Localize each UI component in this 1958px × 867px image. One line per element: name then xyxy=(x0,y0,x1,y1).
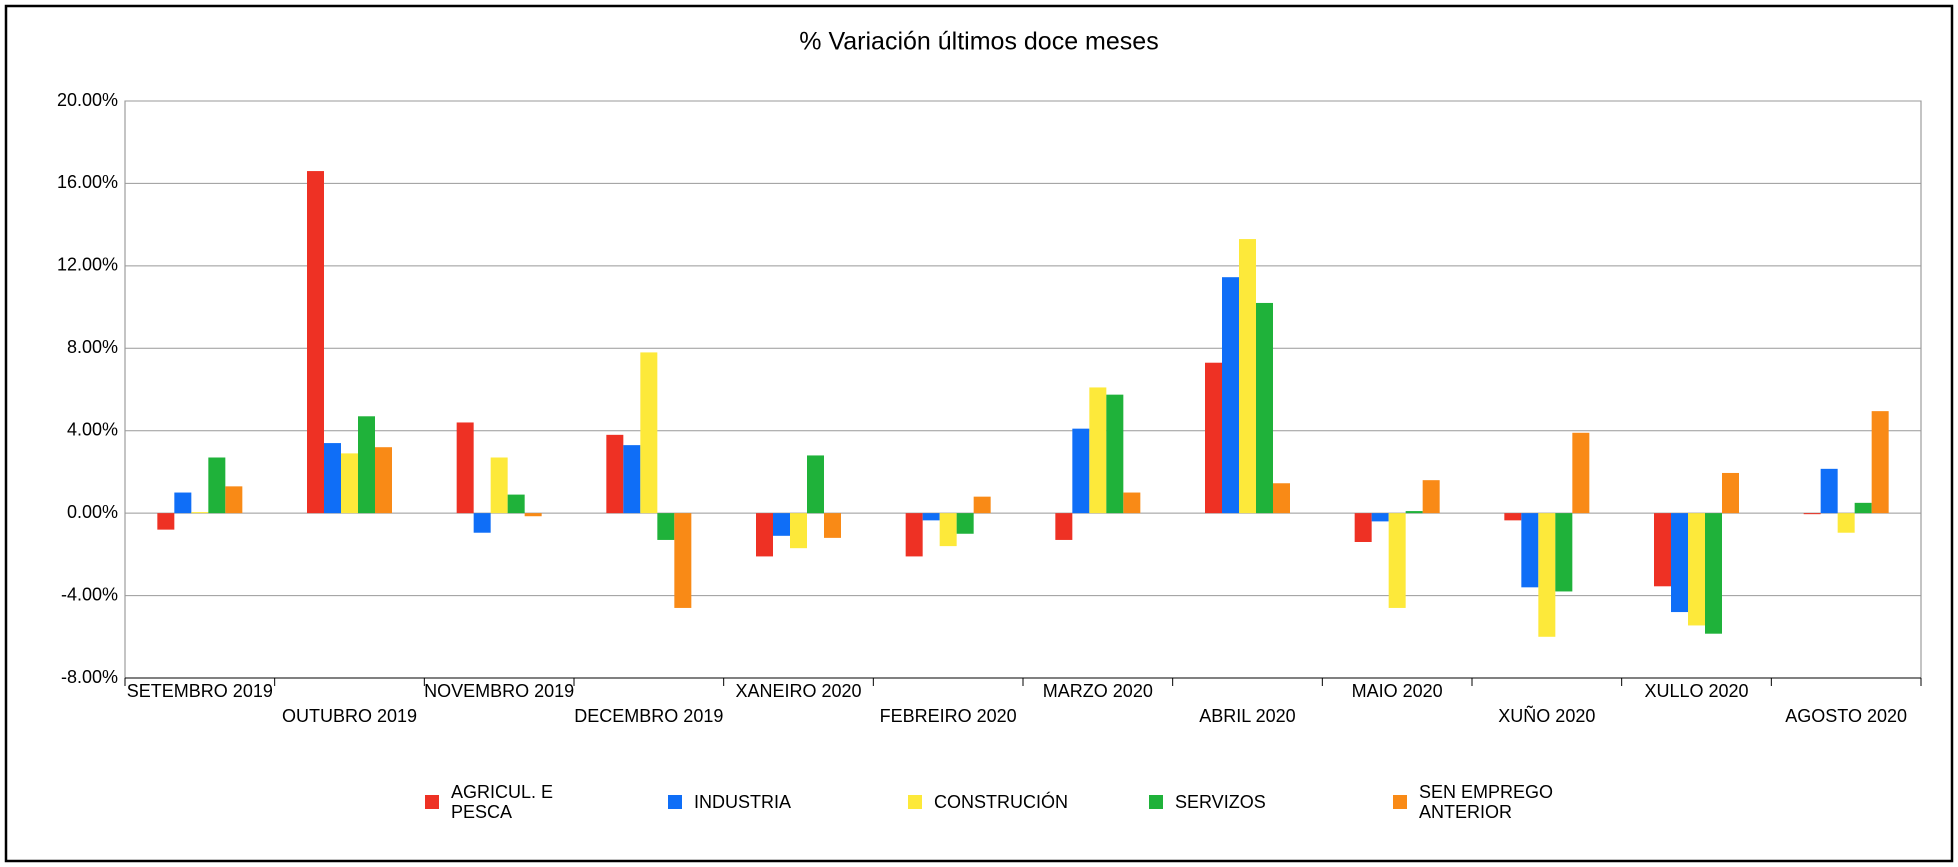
legend-item: CONSTRUCIÓN xyxy=(908,781,1094,823)
bar xyxy=(1705,513,1722,634)
bar xyxy=(1722,472,1739,514)
y-tick-label: -8.00% xyxy=(61,667,118,687)
bar xyxy=(1205,362,1222,514)
x-tick-label: OUTUBRO 2019 xyxy=(282,706,417,726)
bar xyxy=(1688,513,1705,626)
bar xyxy=(956,513,974,534)
y-tick-label: 8.00% xyxy=(67,337,118,357)
y-tick-label: -4.00% xyxy=(61,584,118,604)
y-tick-label: 4.00% xyxy=(67,419,118,439)
bar xyxy=(1854,502,1872,514)
chart-border xyxy=(4,4,1954,863)
legend-item: SEN EMPREGO ANTERIOR xyxy=(1393,781,1579,823)
bar xyxy=(1405,511,1423,514)
bar xyxy=(1089,387,1107,514)
bar xyxy=(341,453,358,514)
bar xyxy=(640,352,658,514)
legend-item: SERVIZOS xyxy=(1149,781,1335,823)
bar xyxy=(1871,411,1889,514)
x-tick-label: XULLO 2020 xyxy=(1644,681,1748,701)
x-tick-label: MAIO 2020 xyxy=(1352,681,1443,701)
bar xyxy=(1837,513,1855,533)
legend-swatch xyxy=(1393,795,1407,809)
bar xyxy=(473,513,491,533)
bar xyxy=(157,513,175,530)
legend-swatch xyxy=(1149,795,1163,809)
bar xyxy=(773,513,790,536)
legend-item: INDUSTRIA xyxy=(668,781,854,823)
x-tick-label: SETEMBRO 2019 xyxy=(127,681,273,701)
bar xyxy=(1055,513,1073,540)
bar xyxy=(1820,468,1838,514)
y-tick-label: 20.00% xyxy=(57,90,118,110)
x-tick-label: NOVEMBRO 2019 xyxy=(424,681,574,701)
bar xyxy=(524,513,542,517)
bar xyxy=(973,496,991,514)
legend-label: SEN EMPREGO ANTERIOR xyxy=(1419,782,1554,822)
legend-label: SERVIZOS xyxy=(1175,792,1266,812)
bar xyxy=(490,457,508,514)
bar xyxy=(1222,277,1239,514)
bar xyxy=(623,445,641,514)
bar xyxy=(1555,513,1573,592)
legend-swatch xyxy=(908,795,922,809)
bar xyxy=(324,443,341,514)
y-tick-label: 12.00% xyxy=(57,255,118,275)
bar xyxy=(456,422,474,514)
x-tick-label: XUÑO 2020 xyxy=(1498,705,1595,726)
bar xyxy=(1538,513,1556,637)
bar xyxy=(1654,513,1671,587)
bar xyxy=(1354,513,1372,542)
bar xyxy=(674,513,692,608)
bar xyxy=(1256,302,1273,514)
bar xyxy=(1239,239,1256,514)
y-tick-label: 0.00% xyxy=(67,502,118,522)
bar xyxy=(1072,428,1090,514)
x-tick-label: MARZO 2020 xyxy=(1043,681,1153,701)
legend-swatch xyxy=(425,795,439,809)
legend-swatch xyxy=(668,795,682,809)
bar xyxy=(905,513,923,557)
bar xyxy=(208,457,226,514)
bar xyxy=(174,492,192,514)
bar xyxy=(807,455,824,514)
bar xyxy=(1106,394,1124,514)
bar xyxy=(1572,432,1590,514)
bar xyxy=(1371,513,1389,522)
bar xyxy=(1273,483,1290,514)
bar xyxy=(1521,513,1539,588)
bar xyxy=(1671,513,1688,613)
legend-item: AGRICUL. E PESCA xyxy=(425,781,611,823)
bar xyxy=(375,447,392,514)
bar xyxy=(1504,513,1522,521)
bar xyxy=(939,513,957,547)
bar xyxy=(657,513,675,540)
legend-label: CONSTRUCIÓN xyxy=(934,792,1068,812)
bar xyxy=(1388,513,1406,608)
bar xyxy=(307,171,324,514)
bar xyxy=(507,494,525,514)
bar xyxy=(790,513,807,549)
y-tick-label: 16.00% xyxy=(57,172,118,192)
legend-label: INDUSTRIA xyxy=(694,792,792,812)
bar xyxy=(358,416,375,514)
bar xyxy=(756,513,773,557)
legend-label: AGRICUL. E PESCA xyxy=(451,782,554,822)
x-tick-label: FEBREIRO 2020 xyxy=(880,706,1017,726)
bar xyxy=(606,434,624,514)
bar xyxy=(225,486,243,514)
bar xyxy=(1123,492,1141,514)
x-tick-label: DECEMBRO 2019 xyxy=(574,706,723,726)
bar xyxy=(1803,513,1821,515)
x-tick-label: AGOSTO 2020 xyxy=(1785,706,1907,726)
bar xyxy=(191,512,209,514)
bar xyxy=(1422,480,1440,514)
x-tick-label: XANEIRO 2020 xyxy=(735,681,861,701)
chart-title: % Variación últimos doce meses xyxy=(799,28,1158,56)
bar xyxy=(824,513,841,538)
bar xyxy=(922,513,940,521)
x-tick-label: ABRIL 2020 xyxy=(1199,706,1295,726)
